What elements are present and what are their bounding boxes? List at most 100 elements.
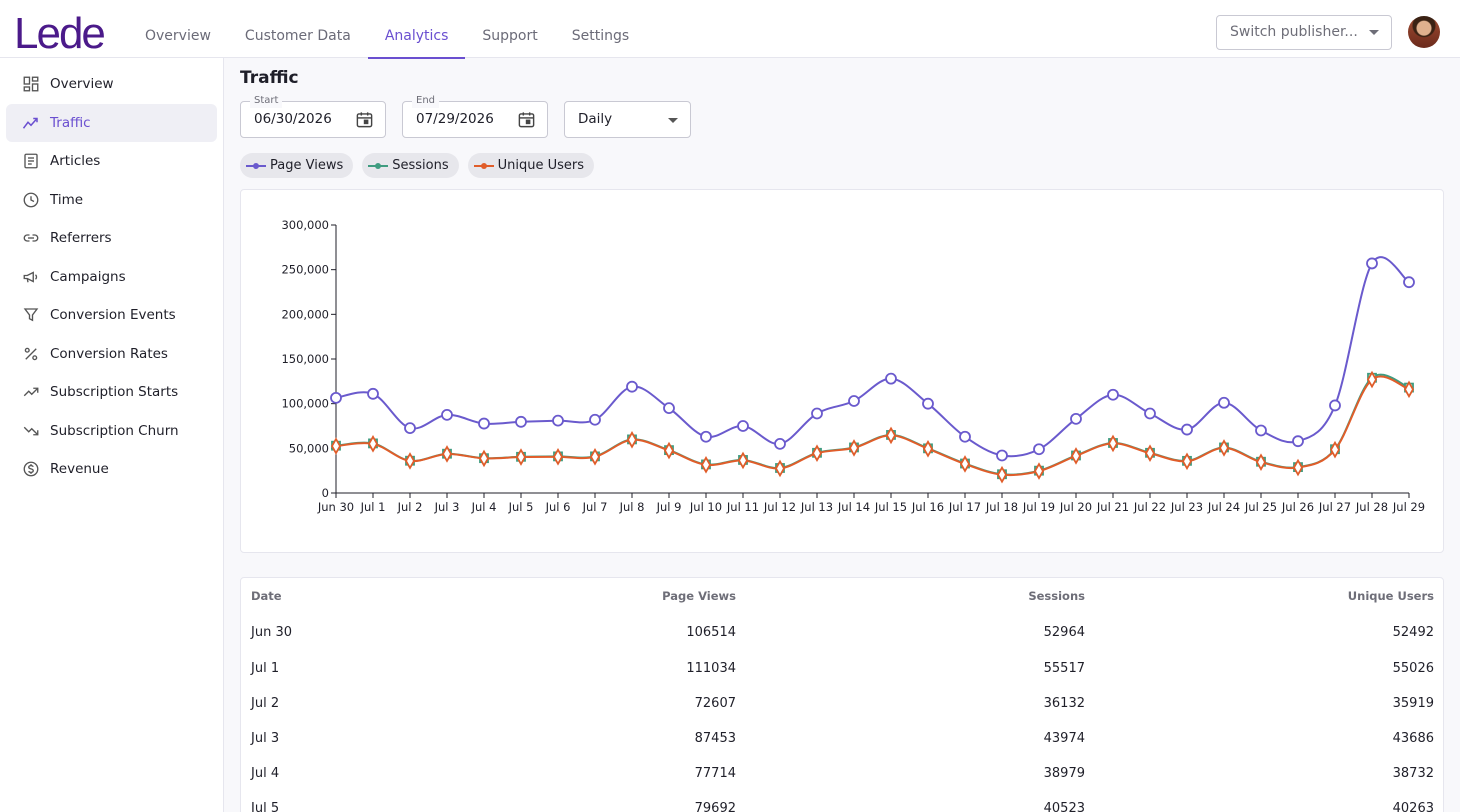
start-date-label: Start [250,94,283,108]
sidebar-item-time[interactable]: Time [6,181,217,219]
chevron-down-icon [668,118,678,123]
sidebar-item-revenue[interactable]: Revenue [6,450,217,488]
data-point-unique-users [1107,434,1119,453]
x-tick-label: Jul 16 [911,500,944,514]
table-header: Date Page Views Sessions Unique Users [241,578,1443,616]
calendar-icon[interactable] [517,110,536,129]
column-header-date[interactable]: Date [251,589,282,603]
series-line-unique-users [335,375,1410,477]
data-point-page-views [774,437,786,450]
data-point-unique-users [700,456,712,474]
data-point-page-views [552,414,564,427]
data-point-page-views [1107,388,1119,401]
main-content: Traffic Start 06/30/2026 End 07/29/2026 … [224,58,1460,812]
series-legend: Page Views Sessions Unique Users [240,153,595,178]
topnav-overview[interactable]: Overview [145,28,211,44]
data-point-unique-users [552,448,564,466]
data-point-page-views [737,420,749,432]
dashboard-icon [23,76,39,92]
data-point-unique-users [959,455,971,473]
data-point-page-views [1255,424,1267,437]
data-point-unique-users [1366,370,1378,389]
y-tick-label: 150,000 [281,352,329,366]
y-tick-label: 250,000 [281,263,329,277]
data-point-page-views [1033,443,1045,456]
trending-down-icon [23,426,39,436]
topnav-customer-data[interactable]: Customer Data [244,28,351,44]
table-row: Jul 4 77714 38979 38732 [241,757,1443,792]
sidebar-item-overview[interactable]: Overview [6,65,217,103]
topnav-analytics[interactable]: Analytics [367,0,466,59]
data-point-unique-users [626,431,638,449]
data-point-unique-users [774,459,786,478]
sidebar-item-referrers[interactable]: Referrers [6,219,217,257]
column-header-unique-users[interactable]: Unique Users [1347,589,1434,603]
granularity-select[interactable]: Daily [564,101,691,138]
data-point-page-views [1403,276,1415,289]
filter-icon [23,308,39,322]
cell-unique-users: 38732 [1392,766,1434,781]
topnav-support[interactable]: Support [482,28,538,44]
x-tick-label: Jul 3 [434,500,460,514]
end-date-value: 07/29/2026 [416,111,494,127]
sidebar-item-conversion-rates[interactable]: Conversion Rates [6,335,217,373]
top-bar: Lede Overview Customer Data Analytics Su… [0,0,1460,59]
x-tick-label: Jul 20 [1059,500,1092,514]
x-tick-label: Jul 12 [763,500,796,514]
x-tick-label: Jul 11 [726,500,759,514]
data-point-unique-users [478,449,490,468]
cell-unique-users: 55026 [1392,661,1434,676]
sidebar-item-conversion-events[interactable]: Conversion Events [6,296,217,334]
data-point-page-views [700,430,712,443]
user-avatar[interactable] [1408,16,1440,48]
column-header-sessions[interactable]: Sessions [1028,589,1085,603]
cell-unique-users: 43686 [1392,731,1434,746]
x-tick-label: Jul 26 [1281,500,1314,514]
megaphone-icon [23,271,38,283]
end-date-label: End [412,94,440,108]
lede-logo[interactable]: Lede [14,9,106,58]
x-tick-label: Jul 17 [948,500,981,514]
y-tick-label: 0 [322,486,329,500]
x-tick-label: Jul 8 [619,500,645,514]
legend-chip-unique-users[interactable]: Unique Users [467,153,595,178]
data-point-unique-users [1144,444,1156,463]
data-point-page-views [1292,435,1304,448]
x-tick-label: Jul 4 [471,500,497,514]
clock-icon [23,192,39,208]
legend-chip-sessions[interactable]: Sessions [362,153,459,178]
x-tick-label: Jul 24 [1207,500,1240,514]
x-tick-label: Jul 14 [837,500,870,514]
data-point-page-views [1070,412,1082,425]
percent-icon [24,347,38,361]
sidebar-item-subscription-churn[interactable]: Subscription Churn [6,412,217,450]
publisher-select[interactable]: Switch publisher... [1216,15,1392,50]
sidebar-item-traffic[interactable]: Traffic [6,104,217,142]
start-date-value: 06/30/2026 [254,111,332,127]
legend-chip-page-views[interactable]: Page Views [240,153,354,178]
cell-date: Jul 4 [251,766,280,781]
x-tick-label: Jul 25 [1244,500,1277,514]
sidebar-item-campaigns[interactable]: Campaigns [6,258,217,296]
topnav-settings[interactable]: Settings [571,28,630,44]
x-tick-label: Jul 1 [360,500,386,514]
end-date-field[interactable]: End 07/29/2026 [402,94,548,138]
data-point-page-views [996,449,1008,462]
cell-date: Jun 30 [251,625,292,640]
data-point-unique-users [1033,462,1045,480]
x-tick-label: Jul 23 [1170,500,1203,514]
data-point-page-views [478,417,490,430]
start-date-field[interactable]: Start 06/30/2026 [240,94,386,138]
cell-page-views: 87453 [694,731,736,746]
sidebar-item-subscription-starts[interactable]: Subscription Starts [6,373,217,411]
column-header-page-views[interactable]: Page Views [662,589,736,603]
data-point-page-views [367,387,379,400]
calendar-icon[interactable] [355,110,374,129]
publisher-select-placeholder: Switch publisher... [1230,24,1358,40]
cell-date: Jul 3 [251,731,280,746]
data-point-page-views [663,402,675,415]
sidebar-item-articles[interactable]: Articles [6,142,217,180]
sidebar: Overview Traffic Articles Time Referrers… [0,58,224,812]
x-tick-label: Jul 28 [1355,500,1388,514]
series-line-page-views [335,256,1410,458]
